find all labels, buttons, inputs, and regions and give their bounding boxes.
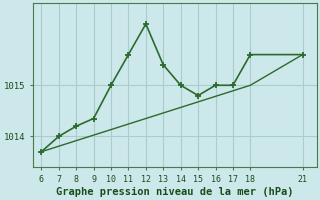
X-axis label: Graphe pression niveau de la mer (hPa): Graphe pression niveau de la mer (hPa) [56, 186, 293, 197]
